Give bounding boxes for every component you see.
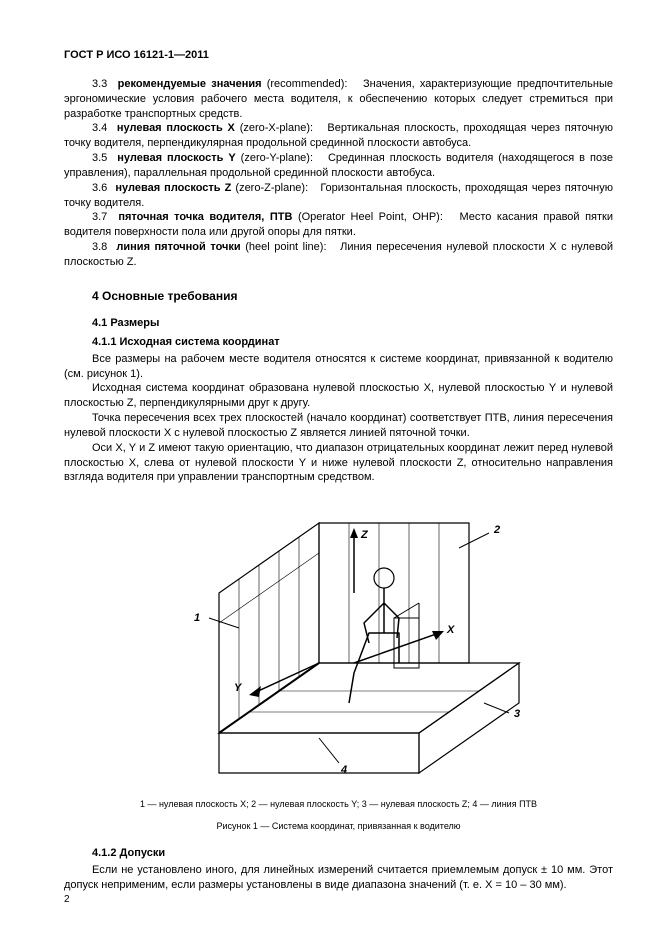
def-term: нулевая плоскость Z <box>115 182 231 194</box>
callout-3: 3 <box>514 708 520 720</box>
figure-1: Z X Y 1 2 3 4 <box>64 503 613 788</box>
def-num: 3.4 <box>92 122 107 134</box>
def-3-3: 3.3 рекомендуемые значения (recommended)… <box>64 77 613 122</box>
def-en: (zero-X-plane): <box>240 122 313 134</box>
def-en: (zero-Y-plane): <box>241 152 313 164</box>
para-4-1-1-c: Точка пересечения всех трех плоскостей (… <box>64 411 613 441</box>
axis-x-label: X <box>446 624 455 636</box>
axis-z-label: Z <box>360 529 369 541</box>
def-en: (zero-Z-plane): <box>235 182 308 194</box>
axis-y-label: Y <box>234 682 243 694</box>
def-3-8: 3.8 линия пяточной точки (heel point lin… <box>64 240 613 270</box>
def-term: нулевая плоскость Y <box>117 152 235 164</box>
def-num: 3.8 <box>92 241 107 253</box>
def-term: линия пяточной точки <box>116 241 240 253</box>
section-4-title: 4 Основные требования <box>92 288 613 304</box>
def-3-5: 3.5 нулевая плоскость Y (zero-Y-plane): … <box>64 151 613 181</box>
coordinate-system-diagram: Z X Y 1 2 3 4 <box>139 503 539 783</box>
def-3-7: 3.7 пяточная точка водителя, ПТВ (Operat… <box>64 210 613 240</box>
def-num: 3.7 <box>92 211 107 223</box>
callout-1: 1 <box>194 612 200 624</box>
def-3-4: 3.4 нулевая плоскость X (zero-X-plane): … <box>64 121 613 151</box>
def-term: рекомендуемые значения <box>118 78 262 90</box>
def-en: (recommended): <box>267 78 348 90</box>
def-num: 3.5 <box>92 152 107 164</box>
para-4-1-1-a: Все размеры на рабочем месте водителя от… <box>64 352 613 382</box>
def-en: (heel point line): <box>245 241 326 253</box>
def-num: 3.3 <box>92 78 107 90</box>
def-term: пяточная точка водителя, ПТВ <box>118 211 292 223</box>
def-3-6: 3.6 нулевая плоскость Z (zero-Z-plane): … <box>64 181 613 211</box>
callout-2: 2 <box>493 524 500 536</box>
para-4-1-1-b: Исходная система координат образована ну… <box>64 381 613 411</box>
def-term: нулевая плоскость X <box>117 122 235 134</box>
doc-header: ГОСТ Р ИСО 16121-1—2011 <box>64 48 613 63</box>
def-num: 3.6 <box>92 182 107 194</box>
section-4-1-1-title: 4.1.1 Исходная система координат <box>92 335 613 350</box>
def-en: (Operator Heel Point, OHP): <box>298 211 443 223</box>
para-4-1-2: Если не установлено иного, для линейных … <box>64 863 613 893</box>
para-4-1-1-d: Оси X, Y и Z имеют такую ориентацию, что… <box>64 441 613 486</box>
figure-legend: 1 — нулевая плоскость X; 2 — нулевая пло… <box>64 798 613 810</box>
callout-4: 4 <box>340 764 347 776</box>
page-number: 2 <box>64 893 70 907</box>
figure-caption: Рисунок 1 — Система координат, привязанн… <box>64 820 613 832</box>
section-4-1-2-title: 4.1.2 Допуски <box>92 846 613 861</box>
section-4-1-title: 4.1 Размеры <box>92 316 613 331</box>
